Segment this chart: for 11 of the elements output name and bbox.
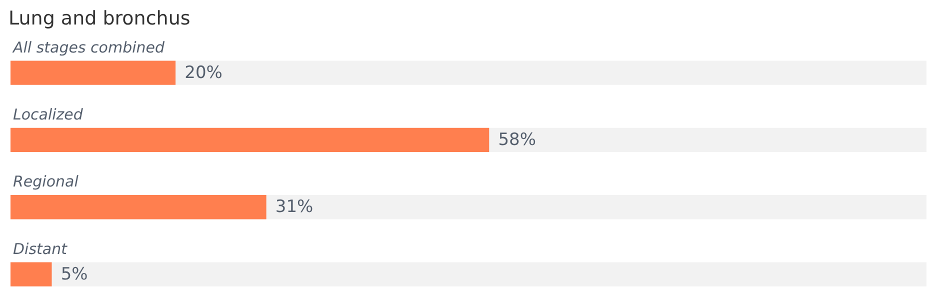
data-label: 5%	[60, 264, 88, 284]
y-tick-label: Distant	[12, 240, 68, 258]
y-tick-label: Regional	[12, 172, 80, 191]
data-label: 20%	[184, 62, 222, 83]
data-label: 31%	[275, 197, 314, 218]
bar	[10, 262, 52, 286]
data-label: 58%	[498, 130, 536, 150]
y-tick-label: All stages combined	[12, 38, 166, 56]
bar	[10, 60, 176, 85]
chart-title: Lung and bronchus	[8, 8, 190, 30]
y-tick-label: Localized	[12, 105, 84, 124]
